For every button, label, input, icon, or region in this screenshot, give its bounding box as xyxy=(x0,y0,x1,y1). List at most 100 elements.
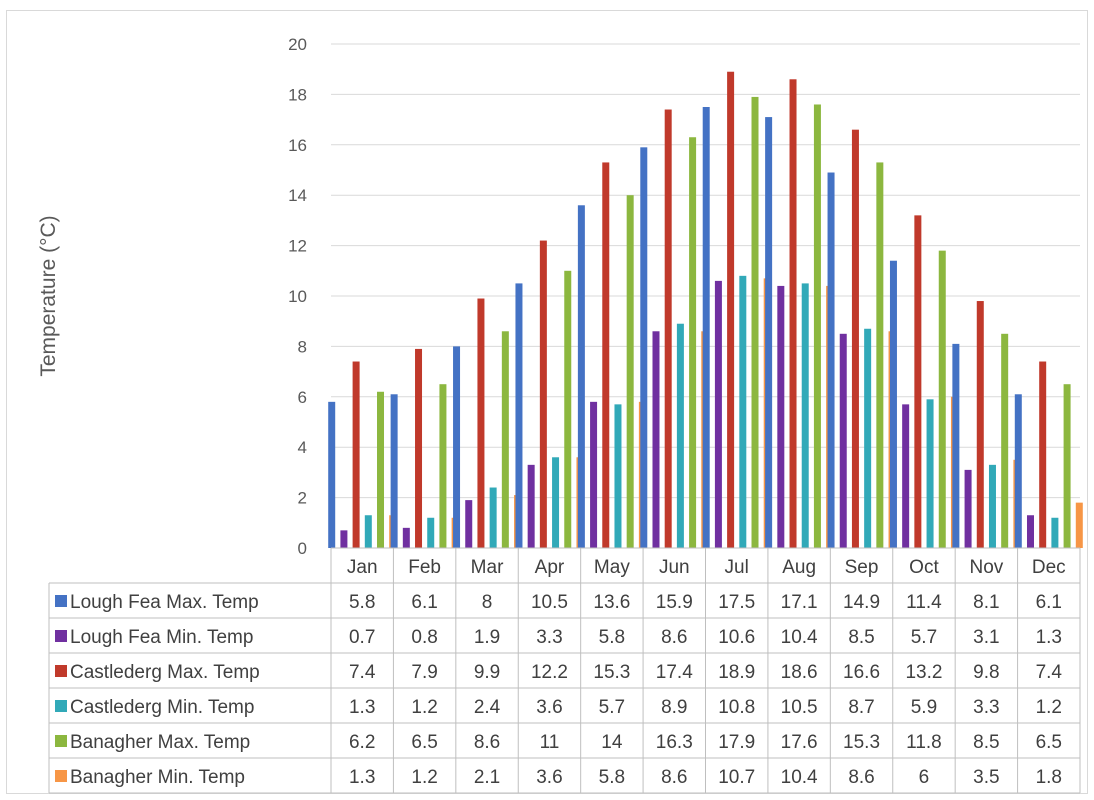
y-tick-label: 16 xyxy=(288,136,307,155)
bar xyxy=(552,457,560,548)
table-cell: 10.4 xyxy=(781,627,818,648)
bar xyxy=(889,260,897,548)
bar xyxy=(539,240,547,548)
bar xyxy=(602,162,610,548)
bar xyxy=(501,331,509,548)
table-cell: 15.9 xyxy=(656,592,693,613)
y-axis-title: Temperature (°C) xyxy=(37,215,60,376)
series-label: Lough Fea Min. Temp xyxy=(70,627,253,648)
table-cell: 13.6 xyxy=(593,592,630,613)
series-label: Banagher Max. Temp xyxy=(70,732,250,753)
category-label: Feb xyxy=(408,557,441,578)
bar xyxy=(851,129,859,548)
bar xyxy=(714,280,722,548)
table-cell: 1.3 xyxy=(349,697,375,718)
bar xyxy=(976,301,984,548)
table-cell: 9.9 xyxy=(474,662,500,683)
category-label: May xyxy=(594,557,630,578)
y-tick-label: 14 xyxy=(288,186,307,205)
table-cell: 1.3 xyxy=(1036,627,1062,648)
table-cell: 11.4 xyxy=(906,592,942,613)
bar xyxy=(789,79,797,548)
table-cell: 17.1 xyxy=(781,592,818,613)
y-tick-label: 18 xyxy=(288,85,307,104)
category-label: Jun xyxy=(659,557,690,578)
table-cell: 14.9 xyxy=(843,592,880,613)
bar xyxy=(938,250,946,548)
bars xyxy=(328,71,1083,549)
table-cell: 17.6 xyxy=(781,732,818,753)
table-cell: 11.8 xyxy=(906,732,942,753)
bar xyxy=(390,394,398,548)
table-cell: 0.8 xyxy=(411,627,437,648)
series-label: Banagher Min. Temp xyxy=(70,767,245,788)
table-cell: 8.5 xyxy=(973,732,999,753)
table-cell: 1.2 xyxy=(411,767,437,788)
bar xyxy=(652,331,660,548)
table-cell: 3.3 xyxy=(536,627,562,648)
table-cell: 0.7 xyxy=(349,627,375,648)
table-cell: 8.7 xyxy=(848,697,874,718)
category-label: Apr xyxy=(535,557,565,578)
y-tick-label: 20 xyxy=(288,35,307,54)
table-cell: 1.2 xyxy=(1036,697,1062,718)
category-label: Sep xyxy=(845,557,879,578)
bar xyxy=(926,399,934,548)
bar xyxy=(964,469,972,548)
legend-key xyxy=(55,665,67,677)
table-cell: 6.1 xyxy=(411,592,437,613)
table-cell: 10.6 xyxy=(718,627,755,648)
y-tick-label: 12 xyxy=(288,237,307,256)
bar xyxy=(801,283,809,548)
table-cell: 15.3 xyxy=(843,732,880,753)
table-cell: 15.3 xyxy=(593,662,630,683)
bar xyxy=(564,270,572,548)
category-label: Oct xyxy=(909,557,939,578)
bar xyxy=(477,298,485,548)
table-cell: 8.9 xyxy=(661,697,687,718)
y-tick-label: 4 xyxy=(298,438,307,457)
y-tick-label: 0 xyxy=(298,539,307,558)
bar xyxy=(988,464,996,548)
bar xyxy=(577,205,585,548)
category-label: Jul xyxy=(725,557,749,578)
bar xyxy=(489,487,497,548)
table-cell: 6.1 xyxy=(1036,592,1062,613)
bar xyxy=(727,71,735,548)
data-table: Jan Feb Mar Apr May Jun Jul Aug Sep Oct Nov Dec Loug… xyxy=(48,547,1081,794)
legend-key xyxy=(55,630,67,642)
bar xyxy=(439,384,447,548)
table-cell: 8.6 xyxy=(848,767,874,788)
bar xyxy=(626,195,634,548)
table-cell: 6.2 xyxy=(349,732,375,753)
bar xyxy=(914,215,922,549)
bar xyxy=(352,361,360,548)
table-cell: 6.5 xyxy=(1036,732,1062,753)
bar xyxy=(590,401,598,548)
table-cell: 17.9 xyxy=(718,732,755,753)
bar xyxy=(676,323,684,548)
bar xyxy=(328,401,336,548)
bar xyxy=(1014,394,1022,548)
bar xyxy=(402,527,410,548)
category-label: Mar xyxy=(471,557,504,578)
y-tick-label: 8 xyxy=(298,337,307,356)
legend-key xyxy=(55,700,67,712)
bar xyxy=(839,333,847,548)
table-cell: 3.6 xyxy=(536,767,562,788)
bar xyxy=(739,275,747,548)
table-cell: 8 xyxy=(482,592,493,613)
table-cell: 5.8 xyxy=(349,592,375,613)
legend-key xyxy=(55,595,67,607)
series-label: Castlederg Max. Temp xyxy=(70,662,260,683)
table-cell: 5.7 xyxy=(599,697,625,718)
table-cell: 10.7 xyxy=(718,767,755,788)
bar xyxy=(702,107,710,548)
bar xyxy=(364,515,372,548)
y-tick-label: 6 xyxy=(298,388,307,407)
bar xyxy=(1026,515,1034,548)
table-cell: 10.5 xyxy=(531,592,568,613)
table-cell: 7.4 xyxy=(1036,662,1063,683)
table-cell: 1.9 xyxy=(474,627,500,648)
bar xyxy=(614,404,622,548)
